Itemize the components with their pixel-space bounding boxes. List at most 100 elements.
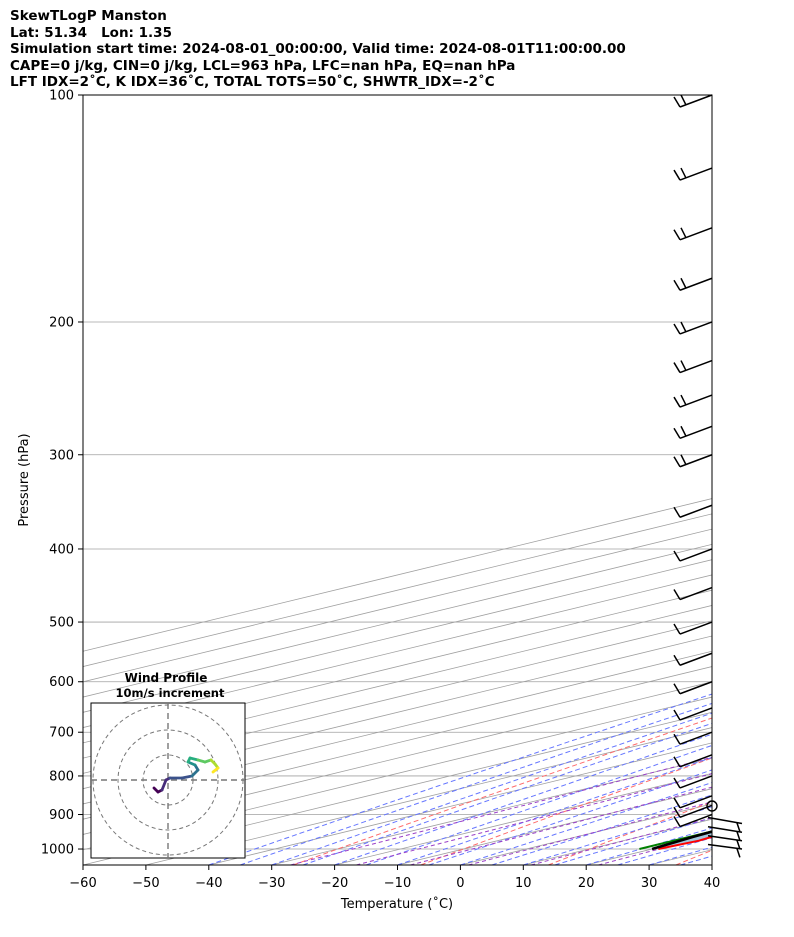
wind-barb-flag bbox=[673, 683, 681, 695]
wind-barb bbox=[679, 813, 713, 828]
parcel-profile-line bbox=[651, 830, 712, 851]
isotherm-line bbox=[649, 849, 712, 865]
x-tick-label: 40 bbox=[704, 876, 721, 891]
isotherm-line bbox=[271, 757, 712, 865]
x-tick-label: 30 bbox=[641, 876, 658, 891]
wind-barb bbox=[679, 731, 713, 745]
y-tick-label: 200 bbox=[49, 315, 74, 330]
y-tick-label: 900 bbox=[49, 808, 74, 823]
moist-adiabat-line bbox=[365, 744, 712, 865]
wind-barb-flag bbox=[673, 550, 681, 562]
wind-barb-flag bbox=[673, 427, 681, 439]
wind-barb bbox=[679, 775, 713, 789]
moist-adiabat-line bbox=[208, 693, 712, 865]
moist-adiabat-line bbox=[460, 782, 712, 865]
wind-barb bbox=[679, 795, 713, 809]
isotherm-line bbox=[586, 834, 712, 865]
title-line-1: SkewTLogP Manston bbox=[10, 8, 167, 24]
mixing-ratio-line bbox=[410, 786, 712, 865]
isotherm-line bbox=[334, 772, 712, 865]
wind-barb bbox=[707, 816, 743, 825]
x-tick-label: −50 bbox=[132, 876, 159, 891]
wind-barb-flag bbox=[680, 94, 687, 106]
wind-barb-flag bbox=[736, 839, 741, 850]
moist-adiabat-line bbox=[334, 733, 712, 865]
wind-barb-flag bbox=[673, 733, 681, 745]
moist-adiabat-line bbox=[648, 846, 712, 865]
wind-barb bbox=[679, 586, 713, 601]
hodograph-ring bbox=[117, 729, 219, 831]
mixing-ratio-line bbox=[468, 801, 712, 865]
wind-barb-flag bbox=[736, 831, 741, 841]
isotherm-line bbox=[460, 803, 712, 865]
title-line-2: Lat: 51.34 Lon: 1.35 bbox=[10, 24, 172, 41]
wind-barb-flag bbox=[673, 362, 681, 373]
dry-adiabat-line bbox=[293, 717, 712, 865]
isotherm-line bbox=[711, 864, 712, 865]
title-line-5: LFT IDX=2˚C, K IDX=36˚C, TOTAL TOTS=50˚C… bbox=[10, 74, 495, 90]
moist-adiabat-line bbox=[240, 702, 712, 865]
wind-barb-flag bbox=[680, 394, 687, 406]
dry-adiabat-line bbox=[548, 801, 712, 865]
moist-adiabat-line bbox=[586, 827, 712, 865]
moist-adiabat-line bbox=[680, 855, 712, 865]
y-tick-label: 600 bbox=[49, 675, 74, 690]
wind-barb-flag bbox=[680, 227, 687, 239]
wind-barb-flag bbox=[673, 777, 681, 789]
wind-barb-flag bbox=[673, 96, 681, 108]
wind-barb bbox=[679, 621, 713, 635]
wind-barb-flag bbox=[673, 797, 681, 809]
isotherm-line bbox=[83, 666, 712, 820]
wind-barb-flag bbox=[673, 756, 681, 768]
isotherm-line bbox=[83, 681, 712, 835]
wind-barb bbox=[707, 843, 743, 850]
wind-barb bbox=[679, 548, 713, 562]
x-tick-label: −20 bbox=[321, 876, 348, 891]
moist-adiabat-line bbox=[491, 794, 712, 865]
wind-barb-flag bbox=[680, 321, 687, 333]
x-tick-label: 0 bbox=[456, 876, 464, 891]
wind-barb-flag bbox=[680, 454, 687, 466]
wind-barb-flag bbox=[673, 816, 681, 827]
wind-barb-flag bbox=[680, 425, 687, 437]
wind-barb-flag bbox=[673, 623, 681, 635]
wind-barb bbox=[679, 707, 713, 721]
wind-barb bbox=[679, 681, 713, 695]
wind-barb-flag bbox=[673, 709, 681, 721]
wind-barb-flag bbox=[680, 360, 687, 371]
wind-barb bbox=[707, 834, 743, 842]
y-tick-label: 800 bbox=[49, 769, 74, 784]
wind-barb-flag bbox=[736, 848, 741, 858]
mixing-ratio-line bbox=[530, 817, 712, 865]
isotherm-line bbox=[208, 742, 712, 865]
wind-barb-flag bbox=[673, 169, 681, 181]
y-tick-label: 100 bbox=[49, 89, 74, 104]
wind-barb-flag bbox=[673, 456, 681, 468]
x-tick-label: −60 bbox=[69, 876, 96, 891]
chart-title-block: SkewTLogP Manston Lat: 51.34 Lon: 1.35 Sim… bbox=[10, 8, 626, 91]
wind-barb-flag bbox=[673, 396, 681, 408]
hodograph-segment bbox=[180, 774, 194, 780]
wind-barb-flag bbox=[736, 822, 741, 832]
dewpoint-line bbox=[639, 830, 712, 850]
wind-barb bbox=[707, 825, 743, 833]
isotherm-line bbox=[397, 788, 712, 865]
dry-adiabat-line bbox=[420, 757, 712, 865]
moist-adiabat-line bbox=[397, 756, 712, 865]
hodograph-segment bbox=[211, 766, 220, 774]
wind-barb-flag bbox=[673, 323, 681, 335]
isotherm-line bbox=[83, 635, 712, 790]
wind-barb-flag bbox=[673, 229, 681, 241]
inset-title: Wind Profile bbox=[125, 671, 208, 685]
x-tick-label: −30 bbox=[258, 876, 285, 891]
wind-barb-flag bbox=[673, 806, 681, 818]
y-tick-label: 300 bbox=[49, 448, 74, 463]
y-tick-label: 1000 bbox=[41, 843, 74, 858]
title-line-3: Simulation start time: 2024-08-01_00:00:… bbox=[10, 41, 626, 57]
wind-barb bbox=[679, 754, 713, 768]
mixing-ratio-line bbox=[356, 773, 712, 865]
moist-adiabat-line bbox=[617, 837, 712, 865]
x-tick-label: 10 bbox=[515, 876, 532, 891]
title-line-4: CAPE=0 j/kg, CIN=0 j/kg, LCL=963 hPa, LF… bbox=[10, 57, 516, 74]
